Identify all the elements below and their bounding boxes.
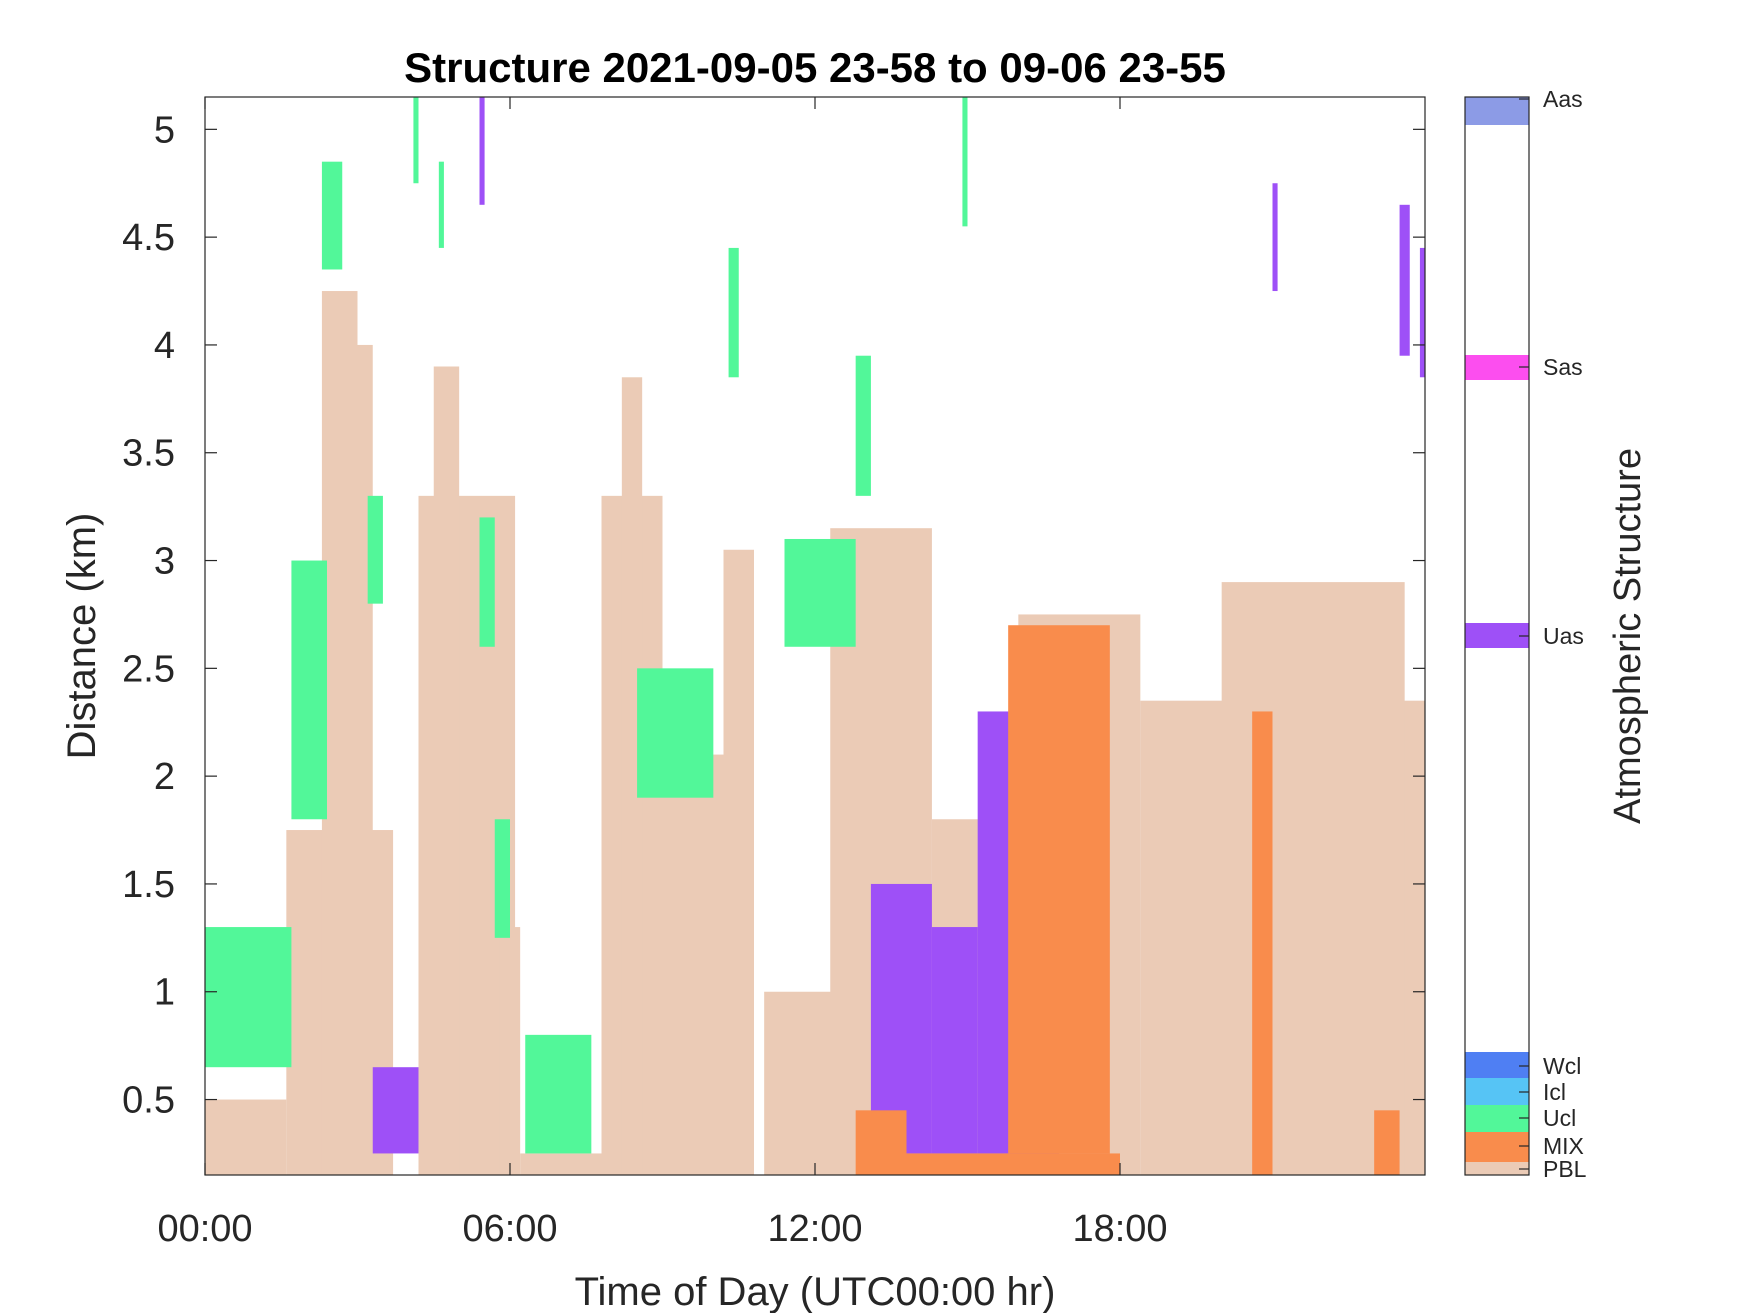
region-uas-28 [870, 883, 932, 1154]
y-tick-label: 2.5 [122, 648, 175, 690]
region-mix-32 [855, 1110, 907, 1175]
y-tick-label: 1 [154, 972, 175, 1014]
x-tick-label: 12:00 [767, 1208, 862, 1250]
region-uas-29 [931, 927, 978, 1154]
region-ucl-38 [438, 161, 444, 248]
colorbar-tick-label-pbl: PBL [1543, 1156, 1587, 1182]
region-ucl-24 [525, 1034, 592, 1154]
region-mix-34 [1008, 625, 1110, 1154]
y-tick-label: 1.5 [122, 864, 175, 906]
colorbar-tick-label-uas: Uas [1543, 623, 1584, 649]
x-tick-label: 00:00 [157, 1208, 252, 1250]
colorbar-tick-label-ucl: Ucl [1543, 1105, 1576, 1131]
colorbar-label: Atmospheric Structure [1607, 448, 1649, 824]
colorbar-band-ucl [1465, 1105, 1529, 1132]
y-tick-label: 4 [154, 325, 175, 367]
colorbar-band-sas [1465, 355, 1529, 380]
region-pbl-9 [723, 549, 754, 1175]
region-mix-36 [1374, 1110, 1400, 1175]
y-axis-label: Distance (km) [60, 513, 104, 760]
region-mix-35 [1252, 711, 1273, 1175]
region-uas-39 [479, 97, 485, 205]
region-pbl-4 [433, 366, 460, 1175]
region-ucl-21 [367, 495, 383, 604]
region-ucl-23 [494, 819, 510, 938]
x-tick-label: 18:00 [1072, 1208, 1167, 1250]
y-tick-label: 0.5 [122, 1080, 175, 1122]
region-uas-44 [1419, 247, 1425, 378]
x-axis-ticks: 00:00 06:00 12:00 18:00 [157, 97, 1168, 1250]
colorbar-band-mix [1465, 1132, 1529, 1162]
region-mix-33 [906, 1153, 1120, 1175]
region-uas-42 [1272, 183, 1278, 292]
x-axis-label: Time of Day (UTC00:00 hr) [575, 1270, 1056, 1313]
region-ucl-26 [784, 538, 856, 647]
region-ucl-25 [637, 668, 714, 798]
y-axis-ticks: 0.5 1 1.5 2 2.5 3 3.5 4 4.5 5 [122, 109, 1425, 1122]
y-tick-label: 3.5 [122, 433, 175, 475]
colorbar-tick-label-aas: Aas [1543, 86, 1583, 112]
region-ucl-40 [728, 247, 739, 378]
region-ucl-37 [413, 97, 419, 184]
region-pbl-17 [520, 1153, 602, 1175]
chart-title: Structure 2021-09-05 23-58 to 09-06 23-5… [404, 44, 1226, 91]
region-pbl-7 [621, 377, 643, 1175]
region-ucl-20 [321, 161, 343, 270]
region-pbl-15 [1221, 582, 1405, 1175]
region-pbl-1 [321, 291, 358, 1175]
region-uas-43 [1399, 204, 1410, 356]
region-pbl-2 [357, 344, 373, 1175]
colorbar-tick-label-sas: Sas [1543, 354, 1583, 380]
region-pbl-8 [662, 754, 734, 1175]
region-ucl-41 [962, 97, 968, 227]
region-ucl-19 [291, 560, 327, 820]
region-ucl-27 [855, 355, 871, 496]
region-ucl-22 [479, 517, 495, 647]
plot-regions [205, 97, 1425, 1175]
colorbar-band-pbl [1465, 1162, 1529, 1175]
region-pbl-5 [499, 927, 521, 1175]
colorbar-band-aas [1465, 97, 1529, 125]
y-tick-label: 4.5 [122, 217, 175, 259]
x-tick-label: 06:00 [462, 1208, 557, 1250]
colorbar-band-wcl [1465, 1052, 1529, 1078]
colorbar-tick-label-mix: MIX [1543, 1133, 1584, 1159]
y-tick-label: 5 [154, 109, 175, 151]
region-ucl-18 [205, 927, 292, 1068]
region-pbl-16 [205, 1099, 287, 1175]
colorbar-tick-label-icl: Icl [1543, 1079, 1566, 1105]
region-uas-31 [372, 1067, 419, 1154]
colorbar-band-icl [1465, 1078, 1529, 1105]
y-tick-label: 2 [154, 756, 175, 798]
colorbar-band-uas [1465, 623, 1529, 648]
y-tick-label: 3 [154, 541, 175, 583]
colorbar-tick-label-wcl: Wcl [1543, 1053, 1581, 1079]
